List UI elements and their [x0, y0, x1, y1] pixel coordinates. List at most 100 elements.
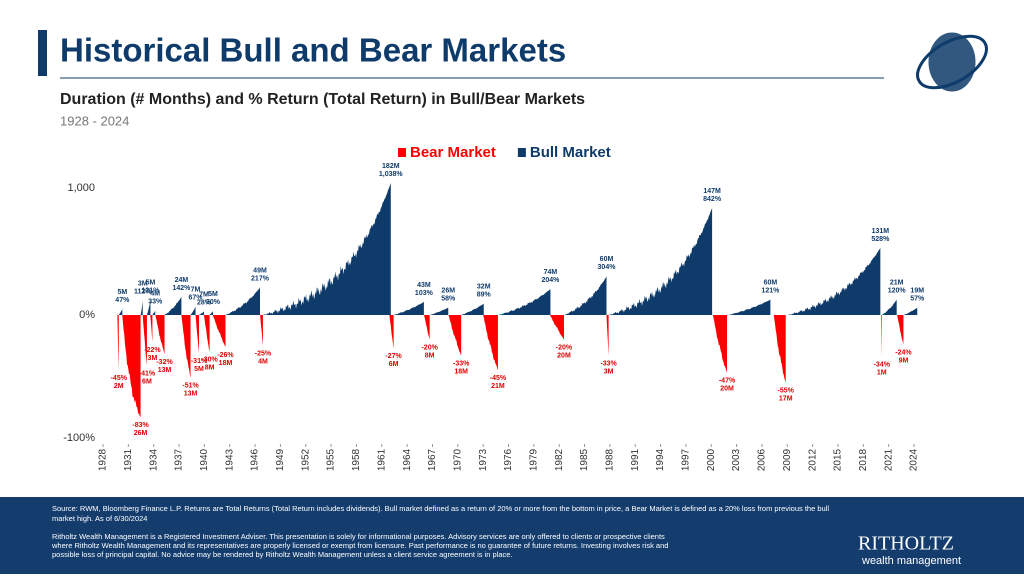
bull-area	[199, 311, 204, 315]
bull-area	[608, 208, 713, 315]
x-tick-label: 1985	[579, 448, 590, 471]
data-label: -22%	[144, 347, 161, 354]
bear-area	[122, 315, 141, 418]
data-label: 103%	[415, 290, 434, 297]
bull-area	[152, 310, 156, 315]
subtitle: Duration (# Months) and % Return (Total …	[60, 91, 585, 108]
bull-area	[146, 299, 151, 315]
data-label: 8M	[425, 352, 435, 359]
y2-tick-label: -100%	[63, 432, 95, 444]
data-label: 74M	[544, 269, 558, 276]
data-label: -27%	[385, 353, 402, 360]
data-label: 28%	[197, 299, 212, 306]
data-label: -47%	[719, 378, 736, 385]
data-label: 30%	[206, 299, 221, 306]
x-tick-label: 1955	[326, 448, 337, 471]
x-tick-label: 1943	[224, 448, 235, 471]
x-tick-label: 1982	[554, 448, 565, 471]
x-tick-label: 2021	[883, 448, 894, 471]
disclaimer-line: where Ritholtz Wealth Management and its…	[51, 541, 668, 550]
data-label: 3M	[604, 368, 614, 375]
data-label: 6M	[389, 361, 399, 368]
x-tick-label: 1967	[427, 448, 438, 471]
source-line: Source: RWM, Bloomberg Finance L.P. Retu…	[52, 504, 829, 513]
x-tick-label: 1976	[503, 448, 514, 471]
bear-area	[424, 315, 430, 340]
x-tick-label: 1940	[199, 448, 210, 471]
bear-area	[117, 315, 119, 371]
bear-area	[195, 315, 200, 354]
data-label: 6M	[142, 378, 152, 385]
bull-area	[903, 307, 918, 315]
data-label: -32%	[156, 359, 173, 366]
bear-area	[773, 315, 786, 383]
bull-area	[190, 306, 196, 315]
data-label: 142%	[172, 285, 191, 292]
legend-label: Bear Market	[410, 144, 496, 161]
data-label: 18M	[454, 368, 468, 375]
x-tick-label: 1961	[376, 448, 387, 471]
bull-area	[881, 299, 897, 315]
data-label: -20%	[556, 344, 573, 351]
data-label: 18M	[219, 360, 233, 367]
data-label: 120%	[888, 288, 907, 295]
data-label: 5M	[194, 366, 204, 373]
data-label: 304%	[598, 264, 617, 271]
data-label: -45%	[490, 375, 507, 382]
data-label: 121%	[141, 287, 160, 294]
data-label: 67%	[189, 294, 204, 301]
bull-area	[262, 183, 391, 315]
x-tick-label: 2015	[833, 448, 844, 471]
data-label: 20M	[720, 386, 734, 393]
x-tick-label: 1952	[300, 448, 311, 471]
data-label: 32M	[477, 284, 491, 291]
data-label: -33%	[453, 360, 470, 367]
bear-area	[203, 315, 210, 352]
data-label: 57%	[910, 296, 925, 303]
x-tick-label: 1958	[351, 448, 362, 471]
data-label: 7M	[199, 291, 209, 298]
data-label: 121%	[761, 287, 780, 294]
footer-band	[0, 497, 1024, 574]
data-label: -33%	[600, 360, 617, 367]
data-label: 24M	[175, 277, 189, 284]
source-line: market high. As of 6/30/2024	[52, 514, 147, 523]
bear-area	[142, 315, 147, 366]
bear-area	[897, 315, 904, 345]
data-label: 20M	[557, 352, 571, 359]
bull-area	[429, 307, 449, 315]
data-label: 47%	[115, 297, 130, 304]
legend-label: Bull Market	[530, 144, 611, 161]
x-tick-label: 2024	[909, 448, 920, 471]
brand: RITHOLTZ	[858, 533, 954, 555]
data-label: 3M	[148, 355, 158, 362]
data-label: -34%	[874, 362, 891, 369]
data-label: 33%	[148, 299, 163, 306]
data-label: 842%	[703, 196, 722, 203]
bull-area	[728, 299, 771, 315]
data-label: -55%	[778, 387, 795, 394]
x-tick-label: 1997	[681, 448, 692, 471]
bull-area	[498, 289, 551, 315]
x-tick-label: 1949	[275, 448, 286, 471]
bull-area	[225, 287, 260, 315]
bear-area	[181, 315, 191, 378]
x-tick-label: 2018	[858, 448, 869, 471]
data-label: 21M	[491, 383, 505, 390]
x-tick-label: 1934	[148, 448, 159, 471]
bull-area	[164, 296, 182, 315]
disclaimer-line: Ritholtz Wealth Management is a Register…	[52, 532, 665, 541]
data-label: 43M	[417, 282, 431, 289]
x-tick-label: 2000	[706, 448, 717, 471]
data-label: 13M	[158, 367, 172, 374]
data-label: 204%	[542, 277, 561, 284]
data-label: 26M	[441, 287, 455, 294]
data-label: 9M	[899, 357, 909, 364]
x-tick-label: 2003	[731, 448, 742, 471]
data-label: 21M	[890, 280, 904, 287]
bull-area	[564, 276, 607, 315]
data-label: 112%	[134, 289, 152, 296]
bear-area	[389, 315, 394, 349]
bear-area	[260, 315, 263, 346]
data-label: -26%	[217, 352, 234, 359]
